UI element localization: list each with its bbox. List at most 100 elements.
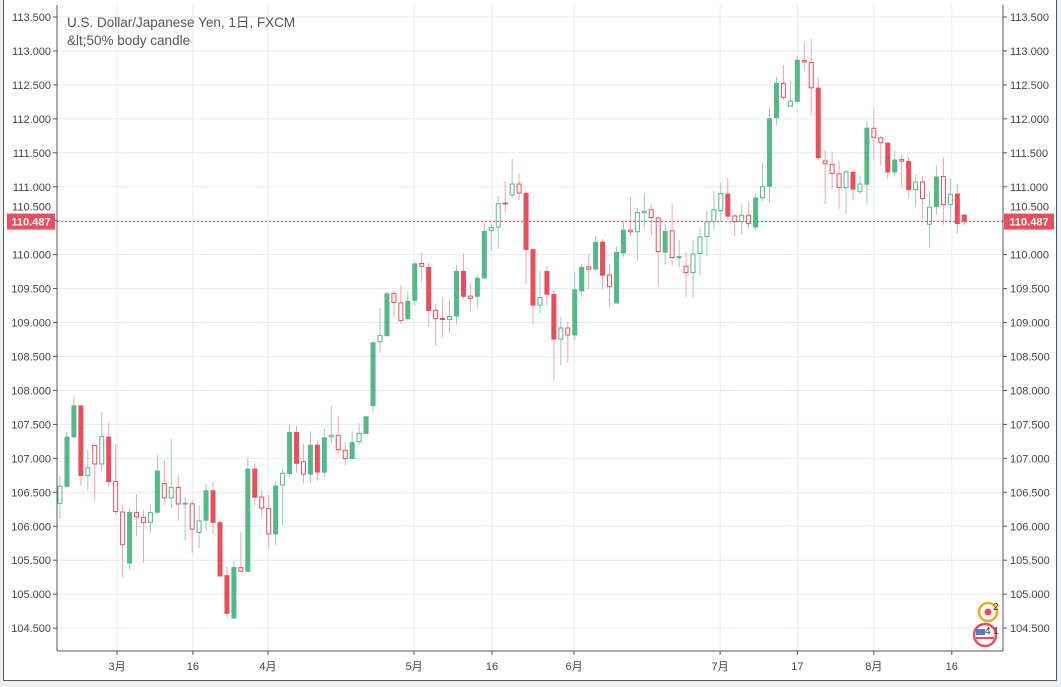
candle-body [530,249,536,306]
candle [760,162,766,202]
candle [203,484,209,531]
candle-body [655,217,661,252]
candle-body [273,485,279,535]
candle-body [648,209,654,218]
candle-body [961,214,967,222]
candle-body [780,83,786,98]
candle [697,227,703,276]
y-tick-label-right: 106.000 [1010,521,1050,533]
us-flag-event-icon[interactable]: 4 1 [972,622,999,648]
candle-body [565,327,571,336]
candle [300,444,306,484]
candle-body [711,209,717,223]
candle-body [182,502,188,505]
candle [433,303,439,346]
candle-body [356,432,362,443]
candle-body [433,309,439,320]
candle-body [794,59,800,102]
candle [231,560,237,619]
candle [314,441,320,481]
candle [593,236,599,270]
candle-body [196,520,202,534]
y-tick-label-right: 106.500 [1010,487,1050,499]
y-tick-label-left: 112.000 [12,114,51,126]
candle-body [189,503,195,530]
candle-body [384,293,390,337]
candle-body [697,236,703,254]
candle [92,444,98,500]
candle [711,190,717,230]
dividend-event-icon[interactable]: 2 [977,601,999,623]
candle-body [725,193,731,217]
candle [773,76,779,125]
candle-body [954,193,960,225]
candle-body [920,181,926,199]
x-tick-label: 6月 [565,661,582,673]
y-tick-label-left: 110.000 [12,250,51,262]
y-tick-label-left: 104.500 [11,623,51,635]
candle [641,193,647,229]
candle-body [342,449,348,460]
candle [71,396,77,439]
candle [182,497,188,541]
candle [349,431,355,460]
candle [940,157,946,225]
candle-body [120,511,126,546]
candle [899,154,905,188]
candle-body [815,87,821,159]
candle [252,463,258,506]
candle [843,169,849,214]
y-tick-label-left: 112.500 [12,80,51,92]
candle [627,196,633,237]
y-tick-label-left: 113.000 [12,46,51,58]
candle-body [551,294,557,340]
candle [175,475,181,521]
last-price-label-right: 110.487 [1009,217,1048,229]
axes: 113.500 113.500 113.000 113.000 112.500 112.5… [7,5,1054,673]
candle [892,150,898,177]
candle-body [947,193,953,206]
candle-body [238,567,244,572]
candle [607,264,613,308]
y-tick-label-right: 104.500 [1010,623,1050,635]
candle [551,289,557,381]
x-tick-label: 16 [187,661,199,673]
candle-body [760,186,766,199]
candle-body [481,230,487,279]
candle-body [537,296,543,306]
candle [746,201,752,229]
candle [113,444,119,515]
candle-body [349,442,355,460]
candle-body [231,566,237,619]
x-tick-label: 8月 [865,661,882,673]
y-tick-label-right: 110.500 [1010,202,1049,214]
candle-body [509,183,515,196]
candle-body [92,444,98,465]
candle-body [683,265,689,273]
candle [523,191,529,284]
candle-body [426,266,432,312]
y-tick-label-left: 106.000 [11,521,51,533]
candle [753,193,759,231]
candle-body [579,266,585,292]
candle-body [85,467,91,477]
candle-body [335,434,341,451]
candle [767,106,773,204]
candle [224,566,230,618]
event-badges[interactable]: 2 4 1 [966,598,1006,658]
candle-body [210,490,216,523]
candle [927,190,932,248]
candle-body [836,173,842,189]
candle-body [460,270,466,297]
candle-body [419,262,425,267]
candle [704,210,710,257]
candle-body [593,241,599,270]
candle-body [488,226,494,231]
candle [245,457,251,572]
candle-body [913,181,919,191]
candle-body [217,522,223,577]
candle [558,317,564,366]
candle [947,178,953,223]
candle [377,308,383,354]
